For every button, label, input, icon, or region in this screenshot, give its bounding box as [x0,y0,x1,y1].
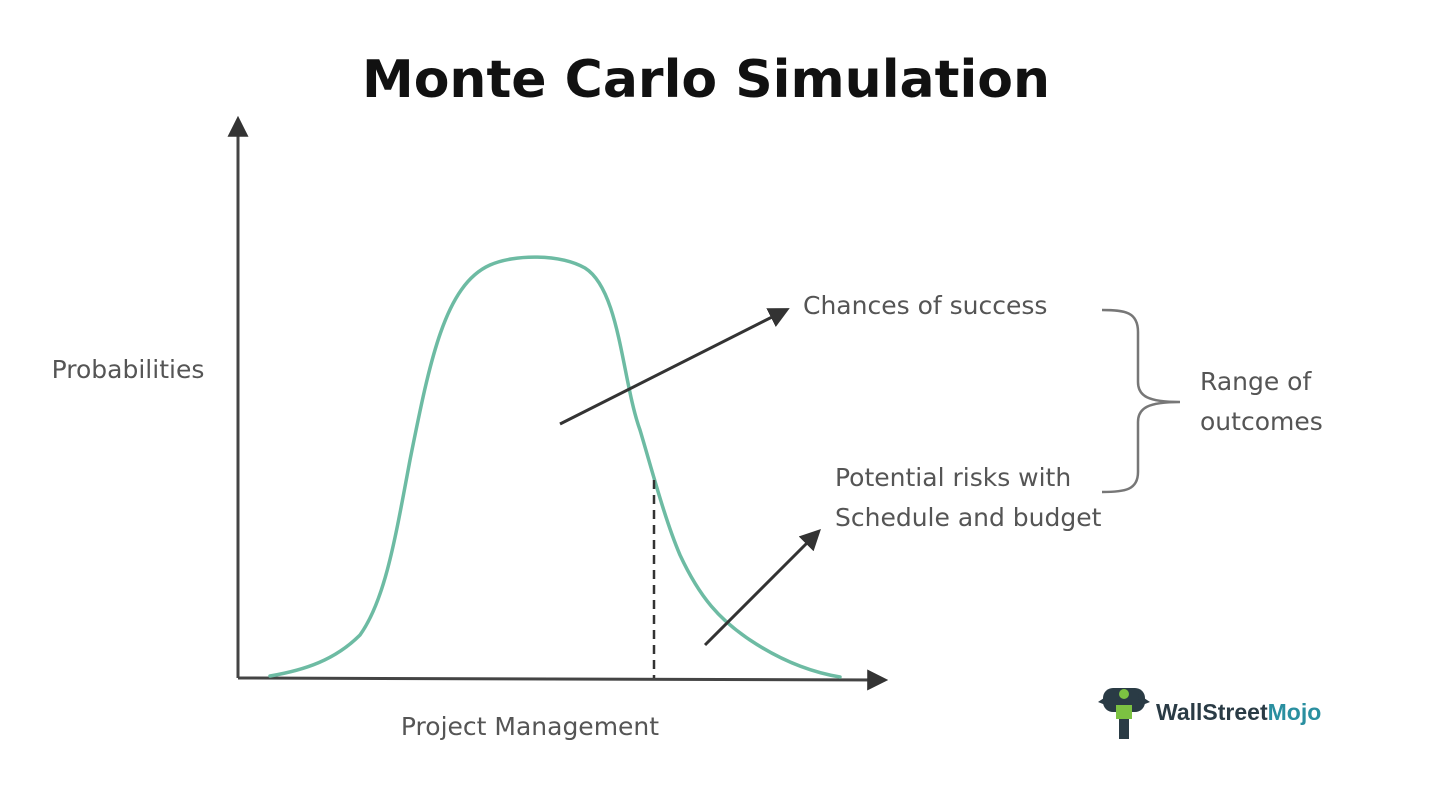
logo-text-wallstreet: WallStreet [1156,699,1268,725]
range-of-outcomes-line1: Range of [1200,367,1312,396]
logo-text: WallStreetMojo [1156,699,1321,725]
x-axis [237,669,889,691]
logo-text-mojo: Mojo [1268,699,1322,725]
y-axis-label: Probabilities [52,355,205,384]
chances-of-success-label: Chances of success [803,291,1047,320]
chances-arrow [559,308,790,426]
x-axis-label: Project Management [401,712,659,741]
range-brace [1101,308,1181,494]
potential-risks-label-line1: Potential risks with [835,463,1071,492]
diagram-title: Monte Carlo Simulation [362,50,1050,110]
wallstreetmojo-logo: WallStreetMojo [1098,688,1321,739]
potential-risks-label-line2: Schedule and budget [835,503,1102,532]
bull-bear-logo-icon [1098,688,1150,739]
probability-curve [268,255,842,679]
risks-arrow [703,529,821,647]
range-of-outcomes-line2: outcomes [1200,407,1323,436]
